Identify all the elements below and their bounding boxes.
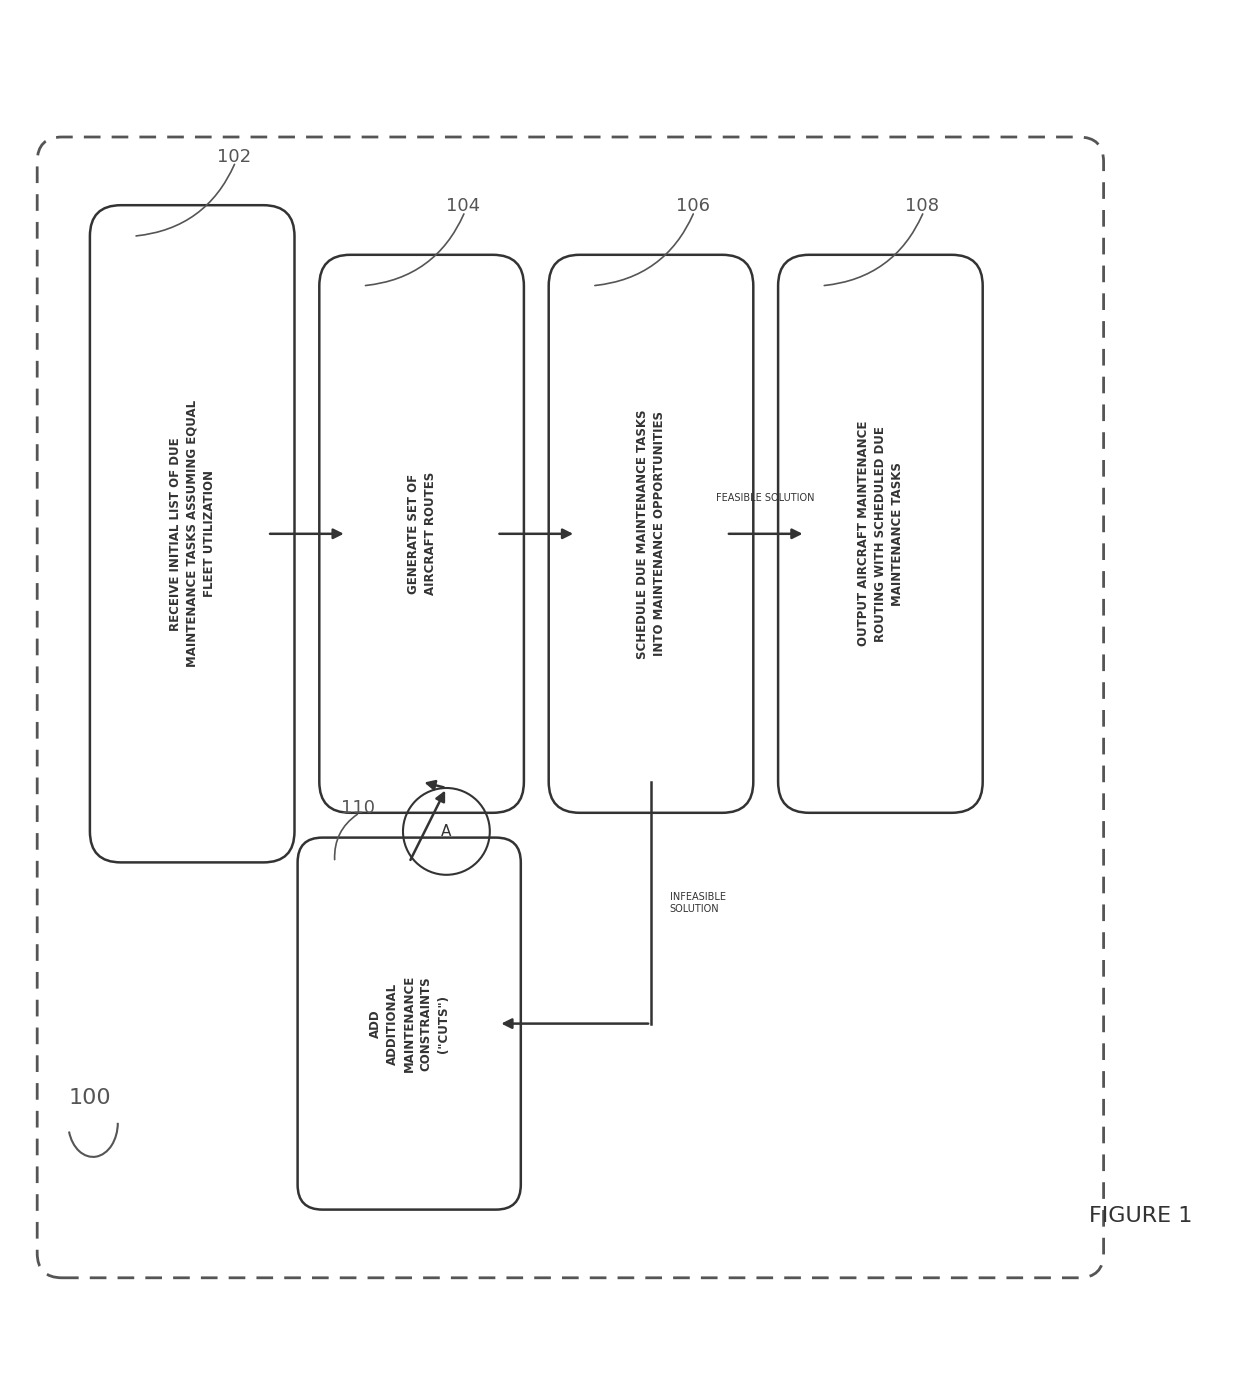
FancyBboxPatch shape bbox=[779, 254, 982, 813]
Text: 106: 106 bbox=[676, 197, 709, 215]
Text: 100: 100 bbox=[68, 1088, 110, 1108]
Text: FEASIBLE SOLUTION: FEASIBLE SOLUTION bbox=[717, 493, 815, 503]
Text: INFEASIBLE
SOLUTION: INFEASIBLE SOLUTION bbox=[670, 892, 725, 913]
Text: 102: 102 bbox=[217, 147, 252, 165]
Text: SCHEDULE DUE MAINTENANCE TASKS
INTO MAINTENANCE OPPORTUNITIES: SCHEDULE DUE MAINTENANCE TASKS INTO MAIN… bbox=[636, 409, 666, 659]
Text: FIGURE 1: FIGURE 1 bbox=[1089, 1205, 1193, 1226]
FancyBboxPatch shape bbox=[298, 838, 521, 1209]
Text: ADD
ADDITIONAL
MAINTENANCE
CONSTRAINTS
("CUTS"): ADD ADDITIONAL MAINTENANCE CONSTRAINTS (… bbox=[368, 974, 450, 1072]
Text: RECEIVE INITIAL LIST OF DUE
MAINTENANCE TASKS ASSUMING EQUAL
FLEET UTILIZATION: RECEIVE INITIAL LIST OF DUE MAINTENANCE … bbox=[169, 400, 216, 667]
Text: GENERATE SET OF
AIRCRAFT ROUTES: GENERATE SET OF AIRCRAFT ROUTES bbox=[407, 473, 436, 595]
Text: OUTPUT AIRCRAFT MAINTENANCE
ROUTING WITH SCHEDULED DUE
MAINTENANCE TASKS: OUTPUT AIRCRAFT MAINTENANCE ROUTING WITH… bbox=[857, 421, 904, 646]
FancyBboxPatch shape bbox=[548, 254, 753, 813]
Text: 104: 104 bbox=[446, 197, 481, 215]
Text: 108: 108 bbox=[905, 197, 939, 215]
Text: 110: 110 bbox=[341, 799, 374, 817]
Text: A: A bbox=[441, 824, 451, 840]
FancyBboxPatch shape bbox=[319, 254, 523, 813]
FancyBboxPatch shape bbox=[91, 206, 295, 862]
